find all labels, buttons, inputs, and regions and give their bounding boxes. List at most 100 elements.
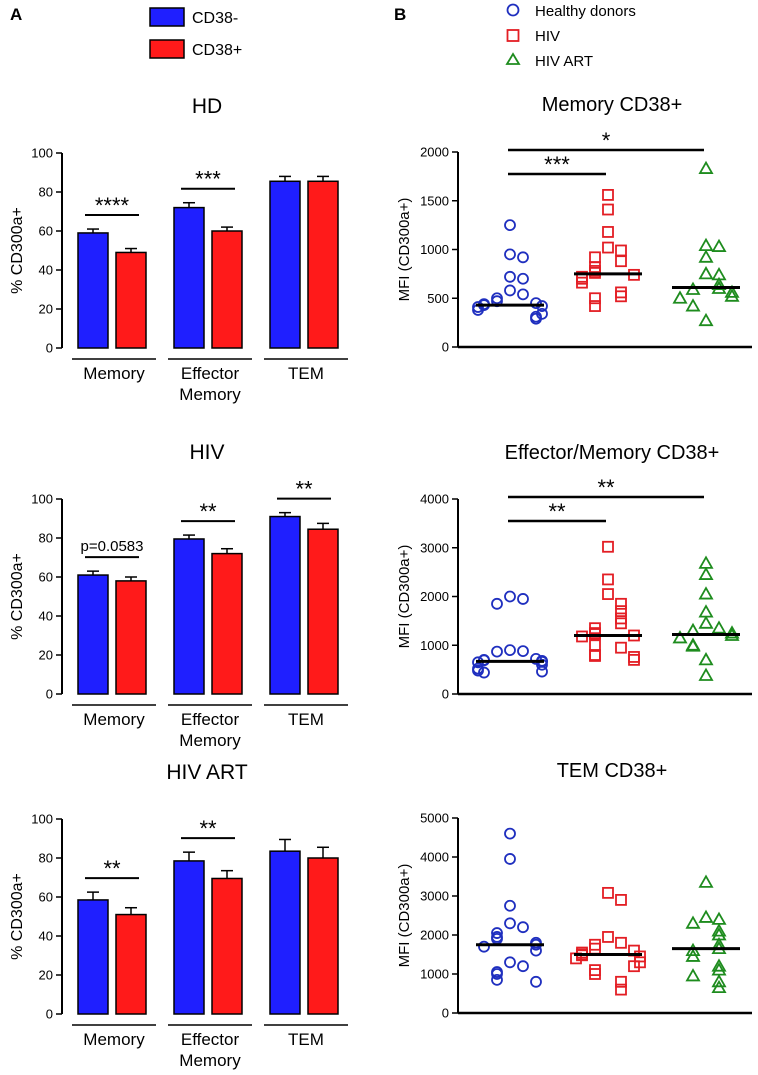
scatter-memory-cd38-point-square	[602, 188, 614, 201]
scatter-memory-cd38-point-triangle	[724, 284, 740, 298]
bar-chart-hd-bar	[211, 230, 243, 349]
scatter-tem-cd38-point-square	[602, 931, 614, 943]
scatter-memory-cd38-point-triangle	[698, 312, 714, 327]
bar-chart-hiv-art-category-label: Memory	[179, 1051, 241, 1070]
scatter-memory-cd38: Memory CD38+ MFI (CD300a+) 0 500 1000 1500 200…	[396, 94, 752, 355]
bar-chart-hd-y-tick-label: 80	[39, 185, 53, 200]
scatter-memory-cd38-point-square	[589, 300, 601, 312]
scatter-effector-memory-cd38-point-circle	[536, 658, 548, 671]
bar-chart-hd-significance-label: ****	[95, 193, 130, 218]
bar-chart-hd-bar	[307, 180, 339, 349]
scatter-tem-cd38-point-triangle	[698, 874, 714, 888]
scatter-tem-cd38: TEM CD38+ MFI (CD300a+) 0 1000 2000 3000 4000 5…	[396, 760, 752, 1021]
bar-chart-hiv-y-tick-label: 80	[39, 531, 53, 546]
scatter-effector-memory-cd38-point-square	[589, 650, 601, 662]
scatter-effector-memory-cd38-y-tick-label: 2000	[420, 589, 449, 604]
bar-chart-hiv-art-category-label: Memory	[83, 1030, 145, 1049]
scatter-tem-cd38-point-circle	[504, 827, 516, 840]
scatter-tem-cd38-point-circle	[491, 973, 503, 986]
scatter-tem-cd38-point-circle	[530, 975, 542, 988]
bar-chart-hd-y-tick-label: 60	[39, 224, 53, 239]
scatter-effector-memory-cd38-point-triangle	[685, 638, 701, 652]
scatter-tem-cd38-point-square	[615, 936, 627, 949]
scatter-tem-cd38-point-circle	[504, 956, 516, 969]
scatter-memory-cd38-point-square	[615, 286, 627, 299]
bar-chart-hd-y-label: % CD300a+	[9, 207, 26, 294]
bar-chart-hd-y-tick-label: 100	[31, 146, 53, 161]
bar-chart-hiv-art-title: HIV ART	[166, 761, 247, 784]
scatter-effector-memory-cd38-point-triangle	[724, 625, 740, 639]
panel-label-a: A	[10, 5, 22, 24]
charts-container: HD % CD300a+ 0 20 40 60 80 100 Memory Effector Mem…	[9, 94, 752, 1070]
scatter-memory-cd38-point-square	[615, 290, 627, 303]
scatter-tem-cd38-point-square	[589, 938, 601, 951]
scatter-tem-cd38-point-circle	[517, 921, 529, 934]
scatter-effector-memory-cd38-y-tick-label: 1000	[420, 638, 449, 653]
scatter-effector-memory-cd38-point-circle	[478, 666, 490, 679]
scatter-effector-memory-cd38-y-tick-label: 0	[442, 687, 449, 702]
scatter-memory-cd38-point-square	[576, 276, 588, 289]
scatter-effector-memory-cd38-point-triangle	[698, 604, 714, 618]
scatter-memory-cd38-point-triangle	[672, 290, 688, 304]
scatter-memory-cd38-point-triangle	[711, 276, 727, 291]
bar-chart-hiv: HIV % CD300a+ 0 20 40 60 80 100 Memory Effector Me…	[9, 441, 348, 750]
legend-square-icon	[506, 29, 520, 42]
bar-chart-hd-category-label: Effector	[181, 364, 240, 383]
scatter-memory-cd38-point-circle	[517, 251, 529, 264]
bar-chart-hiv-art-bar	[269, 850, 301, 1015]
scatter-memory-cd38-y-label: MFI (CD300a+)	[396, 198, 413, 302]
scatter-tem-cd38-point-square	[589, 968, 601, 980]
bar-chart-hiv-art-significance-label: **	[199, 816, 217, 841]
bar-chart-hd-bar	[77, 232, 109, 349]
bar-chart-hiv-art-y-tick-label: 100	[31, 812, 53, 827]
scatter-tem-cd38-point-triangle	[685, 968, 701, 982]
scatter-effector-memory-cd38-point-circle	[517, 645, 529, 657]
bar-chart-hd-y-tick-label: 40	[39, 263, 53, 278]
bar-chart-hiv-category-label: Memory	[179, 731, 241, 750]
bar-chart-hiv-category-label: Memory	[83, 710, 145, 729]
bar-chart-hiv-art-y-tick-label: 80	[39, 851, 53, 866]
scatter-memory-cd38-point-triangle	[698, 249, 714, 263]
bar-chart-hiv-y-tick-label: 100	[31, 492, 53, 507]
scatter-effector-memory-cd38-point-circle	[491, 645, 503, 658]
bar-chart-hiv-art-y-tick-label: 40	[39, 929, 53, 944]
legend-swatch-cd38-pos	[149, 39, 185, 59]
scatter-tem-cd38-point-square	[615, 894, 627, 906]
bar-chart-hiv-art-y-label: % CD300a+	[9, 873, 26, 960]
scatter-memory-cd38-point-square	[602, 241, 614, 254]
bar-chart-hiv-art-y-tick-label: 60	[39, 890, 53, 905]
panel-label-b: B	[394, 5, 406, 24]
scatter-effector-memory-cd38-y-tick-label: 3000	[420, 540, 449, 555]
scatter-memory-cd38-y-tick-label: 1500	[420, 193, 449, 208]
bar-chart-hiv-category-label: TEM	[288, 710, 324, 729]
scatter-effector-memory-cd38-point-square	[615, 597, 627, 610]
scatter-tem-cd38-point-square	[589, 942, 601, 955]
bar-chart-hiv-bar	[115, 580, 147, 695]
scatter-effector-memory-cd38-significance-label: **	[597, 475, 615, 500]
scatter-effector-memory-cd38-point-square	[602, 540, 614, 553]
bar-chart-hd: HD % CD300a+ 0 20 40 60 80 100 Memory Effector Mem…	[9, 95, 348, 404]
scatter-tem-cd38-point-circle	[478, 940, 490, 953]
scatter-tem-cd38-y-tick-label: 3000	[420, 889, 449, 904]
bar-chart-hiv-art-bar	[211, 877, 243, 1015]
scatter-effector-memory-cd38-title: Effector/Memory CD38+	[505, 442, 720, 464]
legend-label-hiv-art: HIV ART	[535, 53, 593, 70]
bar-chart-hd-category-label: Memory	[179, 385, 241, 404]
scatter-tem-cd38-point-triangle	[711, 958, 727, 972]
scatter-effector-memory-cd38-point-triangle	[698, 667, 714, 681]
bar-chart-hiv-art-category-label: TEM	[288, 1030, 324, 1049]
scatter-memory-cd38-point-circle	[504, 248, 516, 261]
scatter-effector-memory-cd38-point-square	[615, 617, 627, 630]
scatter-tem-cd38-point-circle	[491, 968, 503, 980]
scatter-memory-cd38-point-square	[602, 226, 614, 238]
legend-label-healthy: Healthy donors	[535, 3, 636, 20]
scatter-effector-memory-cd38-point-circle	[504, 590, 516, 603]
scatter-effector-memory-cd38-significance-label: **	[548, 499, 566, 524]
bar-chart-hd-title: HD	[192, 95, 222, 118]
scatter-memory-cd38-significance-label: *	[602, 128, 611, 153]
scatter-effector-memory-cd38-point-triangle	[698, 615, 714, 629]
bar-chart-hiv-art-category-label: Effector	[181, 1030, 240, 1049]
scatter-effector-memory-cd38-point-triangle	[672, 630, 688, 644]
bar-chart-hd-y-tick-label: 0	[46, 341, 53, 356]
bar-chart-hd-significance-label: ***	[195, 167, 221, 192]
